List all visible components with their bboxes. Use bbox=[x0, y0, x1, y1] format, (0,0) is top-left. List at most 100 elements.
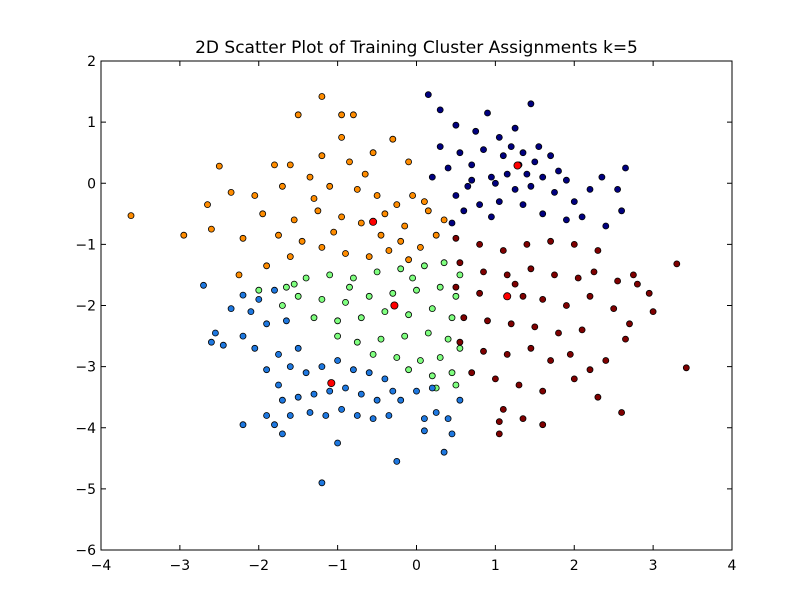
data-point bbox=[531, 158, 539, 166]
data-point bbox=[227, 188, 235, 196]
data-point bbox=[373, 268, 381, 276]
data-point bbox=[622, 335, 629, 343]
data-point bbox=[338, 111, 346, 119]
x-axis: −4 −3 −2 −1 0 1 2 3 4 bbox=[91, 61, 737, 574]
x-tick-label: −4 bbox=[91, 558, 112, 574]
data-point bbox=[630, 271, 637, 279]
data-point bbox=[409, 192, 417, 199]
data-point bbox=[436, 283, 444, 291]
data-point bbox=[519, 415, 527, 423]
data-point bbox=[365, 292, 373, 300]
data-point bbox=[235, 271, 243, 279]
data-point bbox=[476, 289, 484, 297]
data-point bbox=[456, 271, 464, 279]
data-point bbox=[393, 457, 401, 465]
data-point bbox=[275, 231, 282, 239]
data-point bbox=[563, 216, 570, 224]
data-point bbox=[318, 295, 326, 303]
data-point bbox=[239, 234, 247, 242]
data-point bbox=[495, 198, 503, 206]
data-point bbox=[452, 292, 460, 300]
data-point bbox=[424, 329, 432, 337]
data-point bbox=[314, 207, 322, 215]
data-point bbox=[381, 210, 389, 218]
data-point bbox=[416, 243, 424, 251]
data-point bbox=[278, 396, 286, 404]
data-point bbox=[456, 259, 464, 267]
data-point bbox=[286, 253, 294, 261]
data-point bbox=[673, 260, 681, 268]
data-point bbox=[444, 415, 452, 423]
cluster-1-points bbox=[424, 91, 629, 230]
data-point bbox=[251, 344, 259, 352]
data-point bbox=[547, 357, 554, 364]
data-point bbox=[294, 111, 302, 119]
cluster-2-points bbox=[127, 93, 448, 279]
data-point bbox=[456, 396, 464, 404]
data-point bbox=[586, 292, 594, 300]
data-point bbox=[645, 289, 653, 297]
data-point bbox=[594, 247, 602, 254]
data-point bbox=[511, 124, 519, 132]
data-point bbox=[440, 448, 448, 456]
data-point bbox=[338, 405, 346, 413]
x-tick-label: 4 bbox=[728, 558, 737, 574]
y-axis: −6 −5 −4 −3 −2 −1 0 1 2 bbox=[75, 54, 732, 559]
data-point bbox=[626, 320, 633, 328]
data-point bbox=[326, 387, 334, 395]
data-point bbox=[551, 271, 558, 279]
data-point bbox=[346, 283, 353, 291]
data-point bbox=[338, 133, 346, 141]
data-point bbox=[448, 219, 456, 227]
data-point bbox=[428, 173, 436, 181]
data-point bbox=[377, 231, 385, 239]
data-point bbox=[397, 237, 405, 245]
data-point bbox=[369, 350, 377, 358]
data-point bbox=[251, 192, 259, 199]
data-point bbox=[420, 415, 428, 423]
data-point bbox=[278, 302, 286, 309]
data-point bbox=[373, 192, 381, 199]
data-point bbox=[539, 387, 547, 395]
data-point bbox=[389, 387, 397, 395]
data-point bbox=[649, 308, 657, 316]
data-point bbox=[397, 265, 405, 273]
data-point bbox=[385, 412, 393, 419]
data-point bbox=[349, 111, 357, 119]
data-point bbox=[586, 366, 594, 374]
data-point bbox=[397, 396, 405, 404]
centroid-marker-4 bbox=[390, 301, 399, 310]
data-point bbox=[127, 212, 135, 220]
data-point bbox=[503, 350, 511, 358]
data-point bbox=[618, 409, 625, 416]
data-point bbox=[503, 170, 511, 178]
data-point bbox=[507, 320, 515, 328]
data-point bbox=[318, 363, 326, 371]
data-point bbox=[511, 280, 519, 288]
data-point bbox=[480, 347, 487, 355]
centroid-marker-1 bbox=[513, 161, 522, 170]
data-point bbox=[578, 326, 586, 334]
chart-title: 2D Scatter Plot of Training Cluster Assi… bbox=[195, 38, 638, 58]
data-point bbox=[286, 363, 294, 371]
data-point bbox=[310, 390, 318, 398]
data-point bbox=[456, 344, 464, 352]
data-point bbox=[523, 240, 531, 248]
data-point bbox=[614, 185, 621, 193]
data-point bbox=[448, 430, 456, 438]
data-point bbox=[614, 277, 621, 285]
data-point bbox=[519, 292, 527, 300]
data-point bbox=[381, 375, 389, 383]
cluster-5-points bbox=[200, 281, 464, 487]
data-point bbox=[574, 274, 582, 282]
data-point bbox=[527, 100, 535, 108]
data-point bbox=[365, 253, 373, 261]
data-point bbox=[472, 127, 480, 135]
data-point bbox=[369, 415, 377, 423]
data-point bbox=[547, 152, 554, 160]
data-point bbox=[523, 170, 531, 178]
data-point bbox=[420, 262, 428, 270]
data-point bbox=[436, 143, 444, 151]
